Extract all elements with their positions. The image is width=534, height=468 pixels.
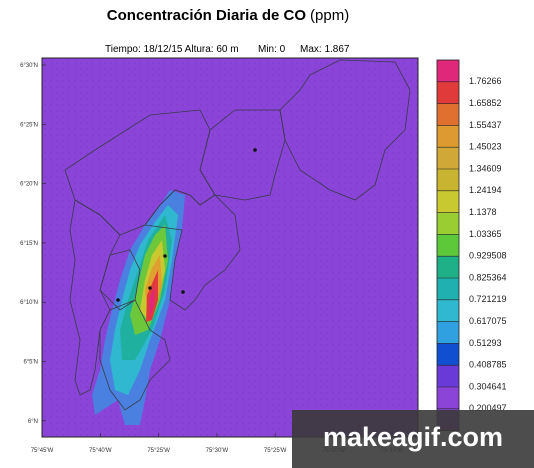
- colorbar-segment: [437, 125, 459, 148]
- lat-label: 6°30'N: [20, 63, 38, 69]
- city-dot: [181, 290, 185, 294]
- map-frame: [41, 57, 419, 438]
- title: Concentración Diaria de CO (ppm): [107, 7, 349, 24]
- colorbar-segment: [437, 234, 459, 257]
- colorbar-segment: [437, 299, 459, 323]
- plume-pink: [149, 285, 155, 318]
- boundary: [99, 249, 171, 411]
- colorbar-segment: [437, 147, 459, 170]
- lon-label: 75°40'W: [89, 448, 112, 454]
- lon-label: 75°25'W: [264, 448, 287, 454]
- colorbar-label: 0.51293: [469, 338, 502, 348]
- colorbar-segment: [437, 81, 459, 105]
- lat-label: 6°5'N: [23, 360, 38, 366]
- colorbar-label: 0.200497: [469, 403, 507, 413]
- colorbar-label: 1.34609: [469, 163, 502, 173]
- subtitle-min: Min: 0: [258, 44, 286, 55]
- lon-label: 75°25'W: [147, 448, 170, 454]
- colorbar-label: 1.24194: [469, 185, 502, 195]
- colorbar-segment: [437, 256, 459, 279]
- colorbar-label: 1.76266: [469, 76, 502, 86]
- watermark-text: makeagif.com: [323, 422, 503, 452]
- colorbar-label: 1.1378: [469, 207, 497, 217]
- title-text: Concentración Diaria de CO: [107, 7, 307, 24]
- colorbar-label: 0.825364: [469, 272, 507, 282]
- lon-label: 75°30'W: [206, 448, 229, 454]
- city-dot: [253, 148, 257, 152]
- boundary: [69, 199, 121, 396]
- city-dot: [116, 298, 120, 302]
- colorbar-segment: [437, 103, 459, 126]
- colorbar-segment: [437, 365, 459, 388]
- colorbar-label: 1.45023: [469, 142, 502, 152]
- lat-label: 6°20'N: [20, 182, 38, 188]
- colorbar-segment: [437, 190, 459, 214]
- colorbar-label: 0.721219: [469, 294, 507, 304]
- boundary: [144, 189, 241, 311]
- city-dot: [163, 254, 167, 258]
- watermark: makeagif.com: [292, 410, 534, 468]
- colorbar-segment: [437, 169, 459, 192]
- colorbar-label: 1.03365: [469, 229, 502, 239]
- colorbar: 1.76266 1.65852 1.55437 1.45023 1.34609 1.241…: [436, 59, 507, 432]
- city-dot: [148, 286, 152, 290]
- lat-label: 6°25'N: [20, 122, 38, 128]
- colorbar-label: 1.65852: [469, 98, 502, 108]
- colorbar-segment: [437, 278, 459, 301]
- colorbar-segment: [437, 343, 459, 366]
- lon-label: 75°45'W: [31, 448, 54, 454]
- colorbar-label: 0.929508: [469, 251, 507, 261]
- lat-label: 6°10'N: [20, 300, 38, 306]
- subtitle-time: Tiempo: 18/12/15 Altura: 60 m: [105, 44, 239, 55]
- lat-label: 6°15'N: [20, 241, 38, 247]
- lat-label: 6°N: [28, 419, 38, 425]
- colorbar-label: 0.304641: [469, 381, 507, 391]
- colorbar-label: 0.408785: [469, 360, 507, 370]
- lat-labels: 6°30'N 6°25'N 6°20'N 6°15'N 6°10'N 6°5'N 6°N: [20, 63, 46, 425]
- map: [41, 57, 419, 438]
- colorbar-segment: [437, 321, 459, 344]
- title-units: (ppm): [310, 7, 349, 24]
- colorbar-segment: [437, 60, 459, 83]
- colorbar-segment: [437, 387, 459, 410]
- colorbar-label: 1.55437: [469, 120, 502, 130]
- subtitle-max: Max: 1.867: [300, 44, 350, 55]
- watermark-box: [292, 410, 534, 468]
- colorbar-segment: [437, 212, 459, 235]
- colorbar-label: 0.617075: [469, 316, 507, 326]
